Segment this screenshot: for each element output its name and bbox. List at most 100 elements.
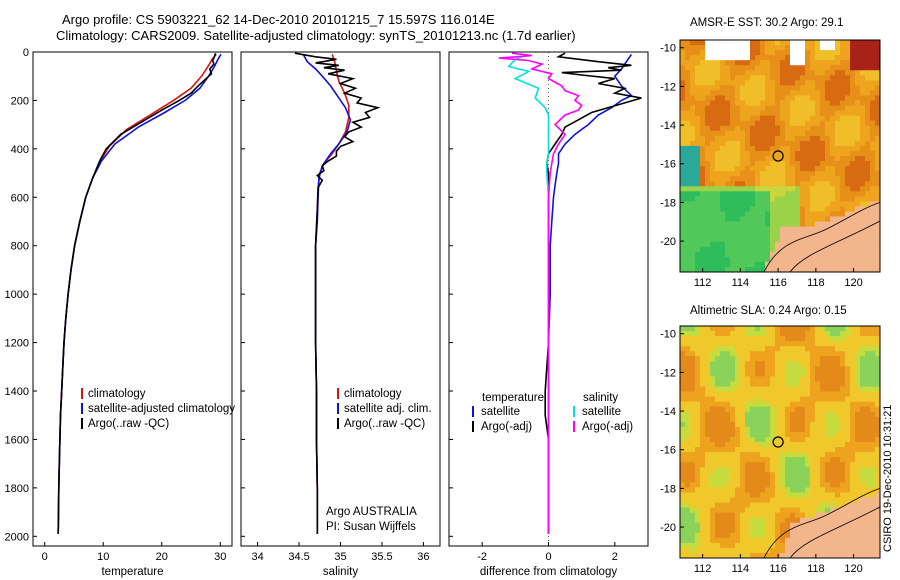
sst-cell [865, 110, 871, 117]
sst-cell [710, 221, 716, 228]
sla-cell [805, 371, 811, 377]
sst-cell [690, 90, 696, 96]
sst-cell [735, 176, 741, 182]
sst-cell [800, 80, 806, 86]
sla-cell [720, 482, 726, 488]
sla-cell [815, 452, 821, 458]
sst-cell [835, 251, 841, 258]
sst-cell [830, 266, 836, 273]
sst-cell [820, 241, 826, 248]
sla-cell [860, 371, 866, 377]
sst-cell [865, 261, 871, 268]
sst-cell [705, 50, 711, 56]
sst-cell [820, 261, 826, 268]
sla-cell [825, 547, 831, 554]
sla-cell [730, 416, 736, 423]
sst-cell [865, 50, 871, 56]
sst-cell [735, 60, 741, 66]
sst-cell [690, 266, 696, 273]
sla-cell [750, 376, 756, 382]
sla-cell [845, 396, 851, 403]
sla-ytick-label: -16 [660, 445, 676, 457]
sla-cell [840, 477, 846, 483]
sst-cell [855, 50, 861, 56]
sla-cell [820, 381, 826, 387]
sla-cell [870, 426, 876, 433]
sla-cell [845, 351, 851, 357]
sla-cell [815, 512, 821, 519]
sla-cell [825, 512, 831, 519]
sst-cell [850, 135, 856, 142]
sst-cell [870, 125, 876, 132]
sla-cell [685, 507, 691, 514]
sla-cell [790, 341, 796, 347]
sla-cell [815, 502, 821, 508]
sst-ytick-label: -14 [660, 120, 676, 132]
sst-cell [750, 221, 756, 228]
sla-cell [840, 447, 846, 453]
sst-cell [850, 150, 856, 157]
sla-cell [750, 416, 756, 423]
sst-cell [835, 115, 841, 122]
sla-cell [820, 436, 826, 443]
sla-cell [745, 542, 751, 549]
sla-cell [695, 416, 701, 423]
sst-cell [840, 246, 846, 253]
sst-cell [845, 166, 851, 172]
sst-cell [835, 176, 841, 182]
sla-cell [735, 532, 741, 539]
sla-cell [770, 336, 776, 342]
sla-cell [755, 326, 761, 332]
sla-cell [825, 447, 831, 453]
sla-cell [830, 376, 836, 382]
sst-cell [695, 241, 701, 248]
sla-cell [800, 346, 806, 352]
sst-cell [820, 266, 826, 273]
sla-cell [755, 356, 761, 362]
sst-cell [820, 226, 826, 233]
sla-cell [835, 411, 841, 418]
sst-cell [700, 191, 706, 197]
sst-cell [740, 266, 746, 273]
sst-cell [760, 256, 766, 263]
sst-cell [875, 140, 881, 147]
sla-cell [705, 477, 711, 483]
sla-cell [710, 462, 716, 468]
sst-cell [685, 231, 691, 238]
sla-cell [845, 552, 851, 559]
sla-cell [760, 386, 766, 392]
sst-cell [860, 125, 866, 132]
salinity-legend-label: climatology [344, 388, 402, 400]
sst-cell [770, 221, 776, 228]
sla-cell [755, 482, 761, 488]
sst-cell [830, 241, 836, 248]
sst-cell [795, 50, 801, 56]
sst-cell [685, 241, 691, 248]
sst-cell [695, 261, 701, 268]
sla-cell [785, 401, 791, 408]
sla-cell [855, 447, 861, 453]
sla-cell [680, 542, 686, 549]
sla-cell [830, 537, 836, 544]
sla-cell [785, 396, 791, 403]
sst-cell [825, 60, 831, 66]
sst-cell [875, 80, 881, 86]
sst-cell [705, 251, 711, 258]
sla-cell [865, 416, 871, 423]
sla-cell [830, 336, 836, 342]
sla-cell [705, 406, 711, 413]
sla-cell [875, 472, 881, 478]
sla-cell [680, 351, 686, 357]
sst-cell [720, 256, 726, 263]
sst-cell [775, 216, 781, 222]
sst-cell [685, 206, 691, 212]
sla-cell [870, 537, 876, 544]
sst-cell [705, 65, 711, 71]
sla-cell [830, 331, 836, 337]
sla-cell [850, 477, 856, 483]
sla-cell [715, 416, 721, 423]
sst-cell [870, 236, 876, 243]
sst-cell [870, 135, 876, 142]
sst-cell [825, 226, 831, 233]
sla-cell [780, 356, 786, 362]
